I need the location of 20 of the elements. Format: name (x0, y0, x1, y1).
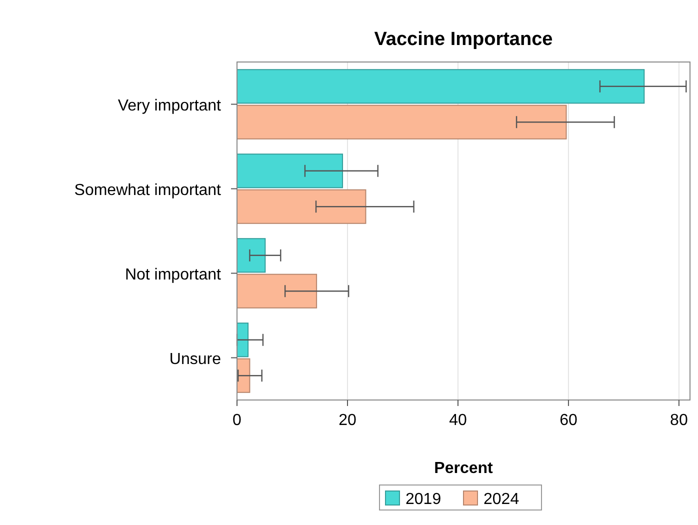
y-tick-label: Unsure (169, 350, 222, 368)
bar (236, 238, 266, 273)
bar (236, 274, 318, 308)
bar (236, 358, 250, 393)
y-tick-label: Not important (124, 266, 222, 284)
bar (236, 189, 366, 224)
legend-label: 2024 (484, 491, 520, 508)
x-tick-label: 60 (560, 412, 578, 429)
legend-label: 2019 (406, 491, 442, 508)
chart-title: Vaccine Importance (374, 29, 553, 50)
y-tick-label: Somewhat important (74, 182, 222, 199)
bar (236, 154, 344, 188)
x-tick-label: 40 (449, 412, 467, 429)
bar (236, 104, 567, 140)
x-tick-label: 80 (670, 412, 688, 429)
x-axis-title: Percent (434, 460, 494, 477)
x-tick-label: 0 (232, 412, 242, 429)
x-tick-label: 20 (338, 412, 356, 429)
y-tick-label: Very important (118, 97, 222, 114)
bar (236, 69, 645, 104)
